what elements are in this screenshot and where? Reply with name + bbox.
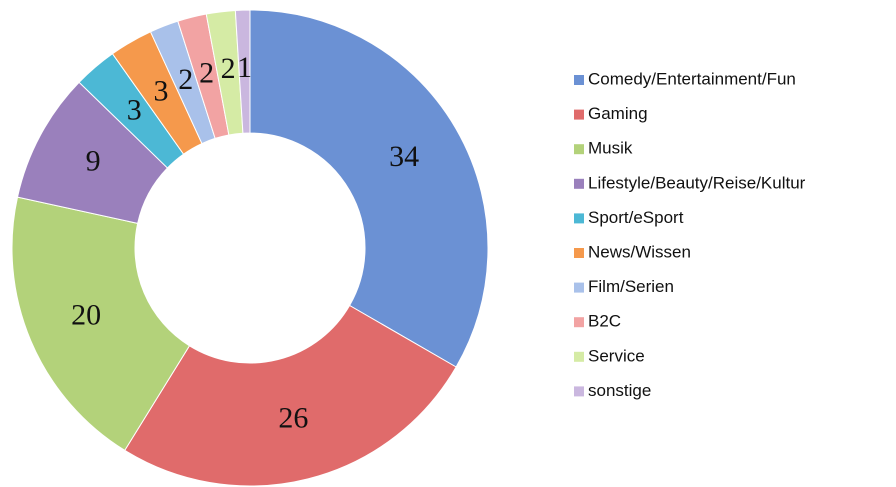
legend-swatch xyxy=(574,386,584,397)
data-label: 9 xyxy=(86,145,101,178)
legend-label: sonstige xyxy=(588,381,651,400)
legend-label: Musik xyxy=(588,139,633,158)
legend-swatch xyxy=(574,109,584,120)
donut-slice xyxy=(249,9,489,368)
legend-label: Lifestyle/Beauty/Reise/Kultur xyxy=(588,173,806,192)
data-label: 3 xyxy=(127,94,142,127)
data-label: 2 xyxy=(221,52,236,85)
legend-label: Comedy/Entertainment/Fun xyxy=(588,69,796,88)
legend-swatch xyxy=(574,248,584,258)
legend-swatch xyxy=(574,213,584,224)
data-label: 26 xyxy=(278,402,308,435)
legend-swatch xyxy=(574,144,584,155)
legend-swatch xyxy=(574,75,584,85)
legend-swatch xyxy=(574,317,584,328)
legend-label: B2C xyxy=(588,312,621,331)
data-label: 3 xyxy=(154,75,169,108)
donut-slice xyxy=(234,9,251,134)
legend-swatch xyxy=(574,282,584,293)
donut-slice xyxy=(124,304,457,487)
data-label: 1 xyxy=(237,51,252,84)
legend-label: Film/Serien xyxy=(588,277,674,296)
data-label: 2 xyxy=(178,63,193,96)
data-label: 34 xyxy=(389,140,419,173)
legend-swatch xyxy=(574,351,584,362)
legend-label: Sport/eSport xyxy=(588,208,684,227)
donut-slice xyxy=(11,196,191,452)
legend-label: Service xyxy=(588,346,645,365)
data-label: 20 xyxy=(71,298,101,331)
legend-label: News/Wissen xyxy=(588,242,691,261)
data-label: 2 xyxy=(199,56,214,89)
legend-swatch xyxy=(574,178,584,189)
legend-label: Gaming xyxy=(588,104,648,123)
